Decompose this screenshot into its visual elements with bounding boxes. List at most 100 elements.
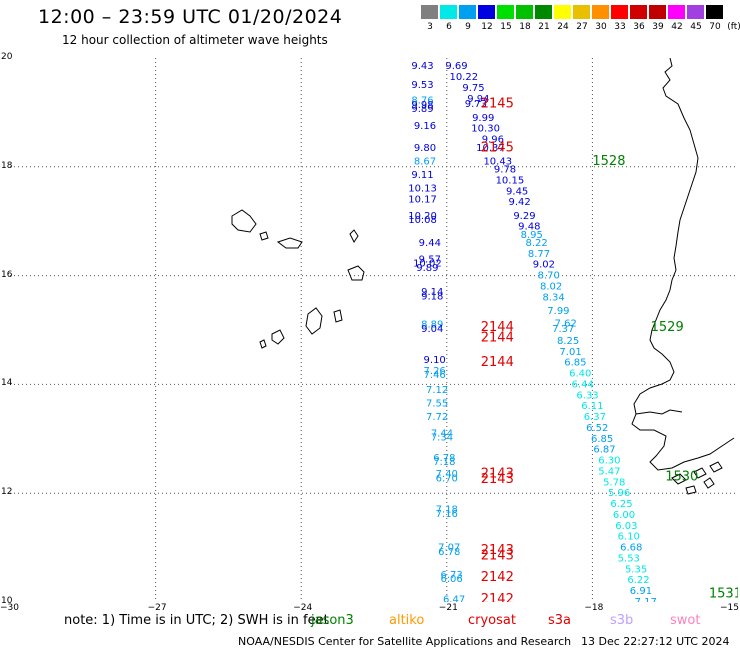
wave-height-value: 8.77 [528,249,550,260]
longitude-tick-label: −18 [584,603,604,613]
wave-height-value: 6.78 [433,453,455,464]
legend-label: 27 [576,22,588,32]
wave-height-value: 9.11 [411,170,433,181]
wave-height-value: 6.30 [598,456,620,467]
map-grid [10,58,738,602]
latitude-tick-label: 12 [1,487,13,498]
pass-time-label: 2144 [481,331,514,346]
wave-height-value: 10.02 [413,259,442,270]
wave-height-value: 6.85 [591,434,613,445]
legend-label: 39 [652,22,664,32]
wave-height-value: 7.07 [438,543,460,554]
wave-height-value: 9.99 [472,113,494,124]
wave-height-value: 5.53 [618,553,640,564]
legend-swatch [554,5,571,19]
legend-swatch [630,5,647,19]
pass-time-label: 2143 [481,472,514,487]
wave-height-value: 9.57 [419,254,441,265]
wave-height-value: 7.44 [431,428,453,439]
wave-height-value: 7.18 [433,457,455,468]
pass-time-label: 2143 [481,467,514,482]
coastline [231,58,735,495]
legend-swatch [687,5,704,19]
pass-time-label: 1529 [651,320,684,335]
legend-label: 70 [709,22,721,32]
wave-height-value: 7.17 [635,597,657,602]
pass-time-label: 2144 [481,320,514,335]
legend-swatch [573,5,590,19]
longitude-tick-label: −21 [438,603,458,613]
altimeter-map: 9.439.538.769.989.899.169.808.679.1110.1… [10,58,738,602]
longitude-tick-label: −30 [0,603,19,613]
island-brava [259,339,267,349]
wave-height-value: 6.40 [569,369,591,380]
island-santo-antao [231,209,257,233]
wave-height-value: 10.15 [496,175,525,186]
wave-height-value: 7.40 [436,469,458,480]
satellite-legend-entry: s3a [548,613,572,628]
legend-unit: (ft) [727,22,740,32]
island-maio [333,309,343,323]
wave-height-value: 9.89 [416,263,438,274]
wave-height-value: 6.87 [593,445,615,456]
bissagos-islands [671,461,723,495]
wave-height-value: 6.73 [441,570,463,581]
wave-height-value: 6.06 [441,574,463,585]
latitude-tick-label: 20 [1,52,13,62]
wave-height-value: 10.37 [476,143,505,154]
satellite-legend-entry: swot [670,613,701,628]
legend-label: 12 [481,22,493,32]
wave-height-value: 9.78 [494,165,516,176]
map-title: 12:00 – 23:59 UTC 01/20/2024 [38,6,343,28]
wave-height-value: 6.47 [443,594,465,602]
wave-height-value: 7.34 [431,433,453,444]
satellite-legend-entry: jason3 [311,613,354,628]
wave-height-value: 9.48 [518,222,540,233]
legend-swatch [478,5,495,19]
wave-height-value: 6.37 [584,412,606,423]
legend-label: 18 [519,22,531,32]
wave-height-value: 7.62 [555,318,577,329]
wave-height-value: 6.25 [610,499,632,510]
wave-height-value: 7.16 [436,509,458,520]
map-subtitle: 12 hour collection of altimeter wave hei… [62,33,328,47]
wave-height-value: 7.46 [424,370,446,381]
wave-height-value: 5.35 [625,564,647,575]
wave-height-value: 9.44 [419,238,441,249]
wave-height-value: 6.52 [586,423,608,434]
wave-height-value: 9.14 [421,287,443,298]
wave-height-value: 9.80 [414,143,436,154]
legend-swatch [497,5,514,19]
satellite-legend-entry: s3b [610,613,634,628]
wave-height-value: 7.72 [426,412,448,423]
wave-height-value: 9.96 [482,135,504,146]
wave-height-value: 6.70 [436,474,458,485]
wave-height-value: 7.12 [426,385,448,396]
wave-height-value: 9.10 [424,355,446,366]
wave-height-value: 9.45 [506,186,528,197]
legend-swatch [535,5,552,19]
legend-label: 15 [500,22,512,32]
legend-label: 33 [614,22,626,32]
wave-height-value: 6.10 [618,532,640,543]
wave-height-value: 10.08 [408,215,437,226]
wave-height-value: 6.68 [620,543,642,554]
pass-time-label: 2145 [481,140,514,155]
legend-swatch [611,5,628,19]
island-boa-vista [347,265,365,281]
pass-time-label: 2145 [481,97,514,112]
wave-height-value: 7.55 [426,398,448,409]
footer-note: note: 1) Time is in UTC; 2) SWH is in fe… [64,613,329,628]
wave-height-value: 10.17 [408,194,437,205]
wave-height-value: 10.20 [408,211,437,222]
wave-height-value: 10.22 [449,72,478,83]
wave-height-value: 9.98 [411,100,433,111]
wave-height-value: 7.37 [552,324,574,335]
wave-height-value: 6.22 [627,575,649,586]
legend-label: 45 [690,22,702,32]
wave-height-value: 7.99 [547,306,569,317]
legend-label: 6 [446,22,452,32]
wave-height-value: 10.30 [471,124,500,135]
latitude-tick-label: 18 [1,160,13,171]
